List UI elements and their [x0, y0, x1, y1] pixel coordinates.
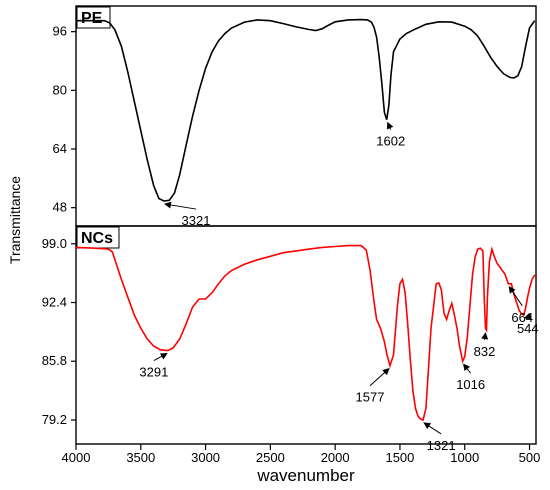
ncs-annotation-label: 832: [474, 344, 496, 359]
ncs-annotation-label: 1321: [427, 438, 456, 453]
ncs-annotation-arrow: [423, 422, 442, 435]
ncs-annotation-label: 1016: [456, 377, 485, 392]
pe-annotation-label: 1602: [376, 134, 405, 149]
ncs-annotation-arrow: [481, 332, 489, 341]
x-axis: 4000 3500 3000 2500 2000 1500 1000 500: [62, 444, 541, 465]
panel-pe-tag-box: [76, 6, 111, 29]
x-tick-label: 2000: [321, 450, 350, 465]
ncs-y-tick-label: 92.4: [42, 295, 67, 310]
panel-pe-tag: PE: [81, 10, 103, 27]
pe-annotation-arrow: [163, 201, 197, 210]
pe-y-tick-label: 48: [53, 200, 67, 215]
x-axis-title: wavenumber: [256, 466, 355, 485]
ncs-annotation-label: 3291: [139, 365, 168, 380]
x-tick-label: 500: [519, 450, 541, 465]
ncs-annotation-arrow: [153, 353, 168, 362]
ncs-annotation-arrow: [508, 286, 523, 307]
ncs-annotation-arrow: [523, 312, 532, 320]
panel-ncs-tag: NCs: [81, 230, 113, 247]
y-axis-title: Transmittance: [7, 176, 23, 264]
x-tick-label: 3500: [126, 450, 155, 465]
panel-ncs-frame: [75, 225, 537, 445]
ncs-annotation-label: 1577: [356, 390, 385, 405]
panel-ncs-y-axis: 79.2 85.8 92.4 99.0: [42, 236, 76, 427]
pe-annotation-arrow: [386, 121, 394, 130]
ncs-y-tick-label: 79.2: [42, 412, 67, 427]
pe-y-tick-label: 80: [53, 82, 67, 97]
x-tick-label: 3000: [191, 450, 220, 465]
ncs-y-tick-label: 85.8: [42, 353, 67, 368]
panel-pe-annotations: 3321 1602: [163, 121, 405, 228]
x-tick-label: 4000: [62, 450, 91, 465]
ncs-spectrum-line: [75, 244, 536, 422]
ncs-y-tick-label: 99.0: [42, 236, 67, 251]
panel-pe-y-axis: 48 64 80 96: [53, 24, 76, 215]
panel-pe-frame: [75, 5, 537, 227]
pe-annotation-label: 3321: [182, 213, 211, 228]
ncs-annotation-label: 544: [517, 321, 539, 336]
ncs-annotation-arrow: [369, 368, 390, 387]
pe-y-tick-label: 96: [53, 24, 67, 39]
x-tick-label: 1500: [385, 450, 414, 465]
x-tick-label: 1000: [450, 450, 479, 465]
ncs-annotation-arrow: [463, 363, 472, 374]
pe-y-tick-label: 64: [53, 141, 67, 156]
pe-spectrum-line: [76, 18, 536, 202]
x-tick-label: 2500: [256, 450, 285, 465]
